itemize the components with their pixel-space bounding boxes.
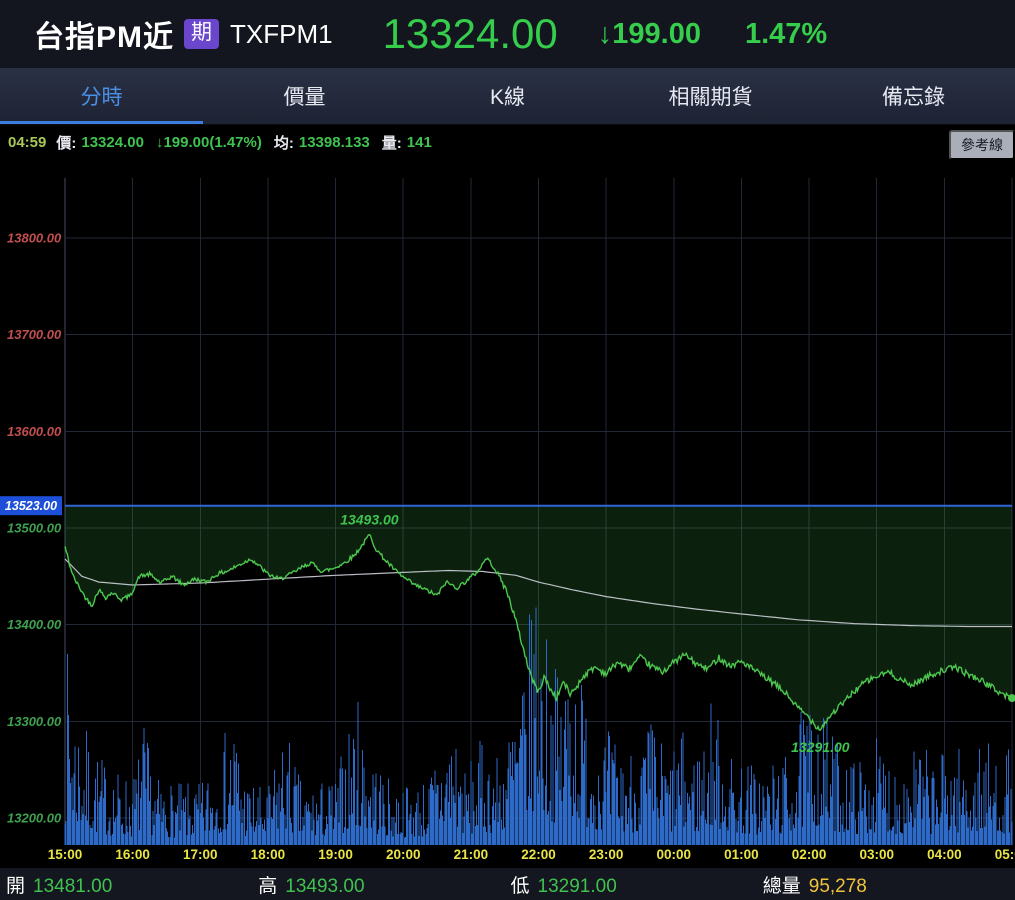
quote-header: 台指PM近 期 TXFPM1 13324.00 ↓199.00 1.47% xyxy=(0,0,1015,68)
svg-text:18:00: 18:00 xyxy=(251,847,286,862)
svg-text:13400.00: 13400.00 xyxy=(7,617,62,632)
tab-timeline[interactable]: 分時 xyxy=(0,68,203,124)
summary-bar: 開 13481.00 高 13493.00 低 13291.00 總量 95,2… xyxy=(0,868,1015,900)
price-change: ↓199.00 xyxy=(598,18,701,51)
svg-text:13300.00: 13300.00 xyxy=(7,714,62,729)
tab-label: 價量 xyxy=(283,86,326,109)
svg-text:19:00: 19:00 xyxy=(318,847,353,862)
svg-text:15:00: 15:00 xyxy=(48,847,83,862)
intraday-chart[interactable]: 13800.00 13700.00 13600.00 13523.00 13500.00… xyxy=(0,160,1015,868)
total-volume-value: 95,278 xyxy=(808,875,867,897)
tab-related-futures[interactable]: 相關期貨 xyxy=(609,68,812,124)
svg-text:13493.00: 13493.00 xyxy=(340,512,399,528)
volume-value: 141 xyxy=(406,134,432,151)
high-label: 高 xyxy=(258,875,278,897)
price-label: 價: xyxy=(56,135,77,152)
total-volume-group: 總量 95,278 xyxy=(763,871,1015,898)
change-text: ↓199.00(1.47%) xyxy=(155,134,262,151)
quote-time: 04:59 xyxy=(8,134,47,151)
svg-text:13291.00: 13291.00 xyxy=(791,739,850,755)
high-value: 13493.00 xyxy=(285,875,365,897)
change-percent: 1.47% xyxy=(744,17,828,50)
svg-text:22:00: 22:00 xyxy=(521,847,556,862)
open-group: 開 13481.00 xyxy=(6,871,258,898)
svg-text:13200.00: 13200.00 xyxy=(7,810,62,825)
change-value: 199.00 xyxy=(612,17,701,50)
quote-info-bar: 04:59 價: 13324.00 ↓199.00(1.47%) 均: 1339… xyxy=(0,125,1015,160)
down-arrow-icon: ↓ xyxy=(597,17,613,50)
svg-text:13800.00: 13800.00 xyxy=(7,230,62,245)
svg-text:03:00: 03:00 xyxy=(859,847,894,862)
tab-label: K線 xyxy=(489,86,525,109)
futures-type-badge: 期 xyxy=(184,19,219,49)
average-value: 13398.133 xyxy=(298,134,370,151)
reference-line-button[interactable]: 參考線 xyxy=(949,130,1015,160)
last-price: 13324.00 xyxy=(382,10,558,57)
svg-text:17:00: 17:00 xyxy=(183,847,218,862)
tab-label: 備忘錄 xyxy=(882,86,945,109)
svg-text:13523.00: 13523.00 xyxy=(5,499,57,513)
svg-text:04:00: 04:00 xyxy=(927,847,962,862)
svg-text:16:00: 16:00 xyxy=(115,847,150,862)
svg-text:13500.00: 13500.00 xyxy=(7,520,62,535)
tab-memo[interactable]: 備忘錄 xyxy=(812,68,1015,124)
tab-kline[interactable]: K線 xyxy=(406,68,609,124)
low-group: 低 13291.00 xyxy=(511,871,763,898)
svg-text:21:00: 21:00 xyxy=(454,847,489,862)
high-group: 高 13493.00 xyxy=(258,871,510,898)
intraday-chart-svg[interactable]: 13800.00 13700.00 13600.00 13523.00 13500.00… xyxy=(0,160,1015,868)
svg-text:05:00: 05:00 xyxy=(995,847,1015,862)
low-value: 13291.00 xyxy=(537,875,617,897)
svg-text:13600.00: 13600.00 xyxy=(7,424,62,439)
average-label: 均: xyxy=(273,135,294,152)
instrument-name: 台指PM近 xyxy=(34,21,174,54)
instrument-symbol: TXFPM1 xyxy=(230,18,333,49)
tab-price-volume[interactable]: 價量 xyxy=(203,68,406,124)
svg-text:02:00: 02:00 xyxy=(792,847,827,862)
tab-bar: 分時 價量 K線 相關期貨 備忘錄 xyxy=(0,68,1015,125)
svg-text:13700.00: 13700.00 xyxy=(7,327,62,342)
volume-label: 量: xyxy=(381,135,402,152)
open-label: 開 xyxy=(6,875,26,897)
svg-text:01:00: 01:00 xyxy=(724,847,759,862)
svg-text:20:00: 20:00 xyxy=(386,847,421,862)
open-value: 13481.00 xyxy=(33,875,113,897)
svg-text:00:00: 00:00 xyxy=(657,847,692,862)
tab-label: 相關期貨 xyxy=(668,86,753,109)
total-volume-label: 總量 xyxy=(762,875,801,897)
tab-label: 分時 xyxy=(80,86,123,109)
price-value: 13324.00 xyxy=(81,134,144,151)
low-label: 低 xyxy=(510,875,530,897)
svg-text:23:00: 23:00 xyxy=(589,847,624,862)
